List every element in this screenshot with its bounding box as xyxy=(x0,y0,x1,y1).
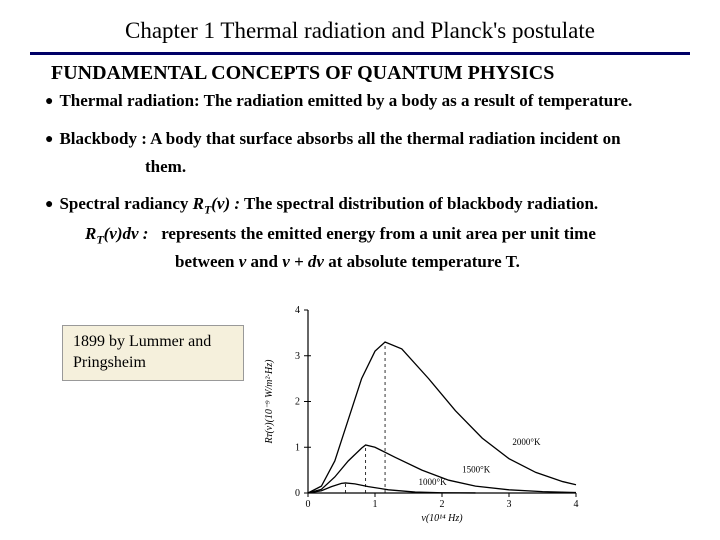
blackbody-label: Blackbody : xyxy=(59,129,146,148)
svg-text:4: 4 xyxy=(295,305,300,316)
subtitle-text: FUNDAMENTAL CONCEPTS OF QUANTUM PHYSICS xyxy=(51,61,659,85)
svg-text:1000°K: 1000°K xyxy=(419,477,448,487)
formula-rtvdv: RT(ν)dν : xyxy=(85,224,148,243)
svg-text:4: 4 xyxy=(574,499,579,510)
svg-text:1: 1 xyxy=(373,499,378,510)
subtitle-box: FUNDAMENTAL CONCEPTS OF QUANTUM PHYSICS xyxy=(45,59,665,87)
svg-text:2: 2 xyxy=(440,499,445,510)
svg-text:3: 3 xyxy=(507,499,512,510)
horizontal-rule xyxy=(30,52,690,55)
svg-text:2: 2 xyxy=(295,397,300,408)
svg-text:2000°K: 2000°K xyxy=(512,437,541,447)
bullet-icon: ● xyxy=(45,92,53,112)
spectral-line2: RT(ν)dν : represents the emitted energy … xyxy=(85,222,675,248)
blackbody-chart: 0 1 2 3 4 0 1 2 3 4 2000°K 1500°K 1000°K ν(10¹⁴ Hz) Rᴛ… xyxy=(258,300,588,525)
blackbody-text: A body that surface absorbs all the ther… xyxy=(147,129,621,148)
svg-text:1500°K: 1500°K xyxy=(462,464,491,474)
svg-text:1: 1 xyxy=(295,442,300,453)
callout-box: 1899 by Lummer and Pringsheim xyxy=(62,325,244,381)
content-area: ● Thermal radiation: The radiation emitt… xyxy=(0,87,720,274)
svg-text:Rᴛ(ν)(10⁻⁹ W/m²·Hz): Rᴛ(ν)(10⁻⁹ W/m²·Hz) xyxy=(264,359,275,445)
spectral-line3: between ν and ν + dν at absolute tempera… xyxy=(175,250,675,274)
thermal-label: Thermal radiation: xyxy=(59,91,199,110)
svg-text:0: 0 xyxy=(295,488,300,499)
spectral-text: The spectral distribution of blackbody r… xyxy=(240,194,598,213)
chapter-title: Chapter 1 Thermal radiation and Planck's… xyxy=(0,0,720,52)
formula-nudnu: ν + dν xyxy=(282,252,324,271)
thermal-text: The radiation emitted by a body as a res… xyxy=(200,91,633,110)
bullet-spectral: ● Spectral radiancy RT(ν) : The spectral… xyxy=(45,192,675,218)
svg-text:3: 3 xyxy=(295,351,300,362)
bullet-blackbody: ● Blackbody : A body that surface absorb… xyxy=(45,127,675,151)
spectral-label: Spectral radiancy xyxy=(59,194,192,213)
chart-svg: 0 1 2 3 4 0 1 2 3 4 2000°K 1500°K 1000°K ν(10¹⁴ Hz) Rᴛ… xyxy=(258,300,588,525)
formula-rtv: RT(ν) : xyxy=(193,194,240,213)
svg-text:ν(10¹⁴ Hz): ν(10¹⁴ Hz) xyxy=(421,513,463,524)
blackbody-cont: them. xyxy=(145,155,675,179)
bullet-thermal: ● Thermal radiation: The radiation emitt… xyxy=(45,89,675,113)
bullet-icon: ● xyxy=(45,195,53,215)
bullet-icon: ● xyxy=(45,130,53,150)
svg-text:0: 0 xyxy=(306,499,311,510)
